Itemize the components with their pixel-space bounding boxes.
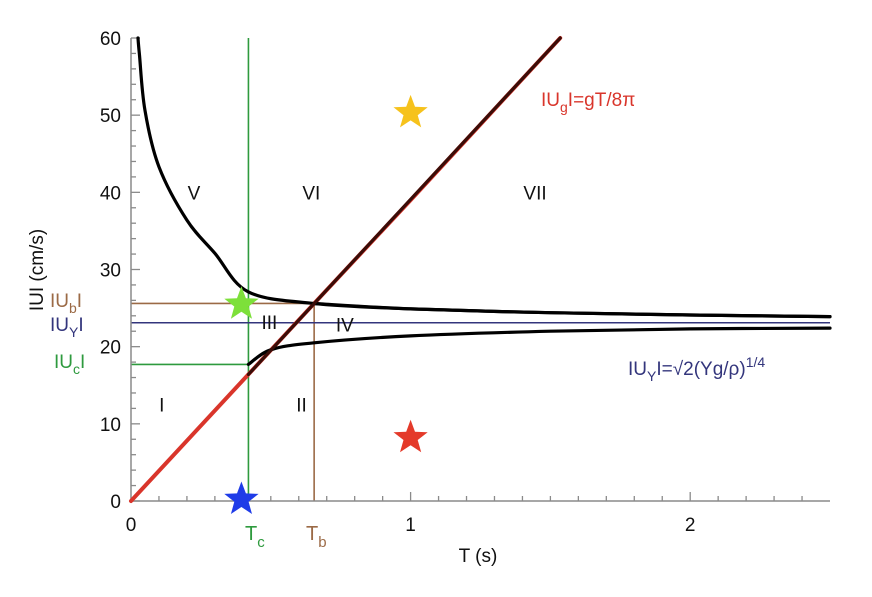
series-line-2 <box>312 301 832 319</box>
markers <box>224 94 428 514</box>
star-marker-3 <box>224 481 259 514</box>
y-tick-label: 20 <box>100 338 121 359</box>
star-marker-1 <box>393 419 428 453</box>
uc-label: IUcI <box>54 352 85 377</box>
y-tick-label: 30 <box>100 261 121 282</box>
uy-formula: IUYI=√2(Yg/ρ)1/4 <box>628 354 765 384</box>
region-label: IV <box>336 315 354 336</box>
region-label: III <box>261 313 277 334</box>
region-label: VI <box>302 183 320 204</box>
y-tick-label: 10 <box>100 415 121 436</box>
star-marker-2 <box>224 286 259 319</box>
series-line-3 <box>246 326 832 366</box>
y-tick-label: 0 <box>110 492 121 513</box>
y-axis-label: IUI (cm/s) <box>27 229 48 311</box>
series-line-0-dark-segment <box>246 36 562 377</box>
region-label: V <box>188 183 201 204</box>
y-tick-label: 60 <box>100 29 121 50</box>
curves <box>129 36 832 503</box>
x-tick-label: 1 <box>405 515 416 536</box>
region-label: VII <box>523 183 546 204</box>
ug-formula: IUgI=gT/8π <box>541 90 635 115</box>
series-line-1 <box>136 36 832 319</box>
region-label: II <box>296 396 307 417</box>
region-label: I <box>159 396 164 417</box>
tb-label: Tb <box>306 523 327 551</box>
star-marker-0 <box>393 94 428 128</box>
x-tick-label: 0 <box>126 515 137 536</box>
ub-label: IUbI <box>50 291 82 316</box>
axes: 0 10 20 30 40 50 60 0 1 2 <box>100 29 830 536</box>
guide-lines <box>131 38 830 501</box>
labels: T (s) IUI (cm/s) IUgI=gT/8π IUYI=√2(Yg/ρ… <box>27 90 765 567</box>
y-tick-label: 50 <box>100 106 121 127</box>
uy-label: IUYI <box>50 315 84 340</box>
tc-label: Tc <box>245 523 265 551</box>
x-axis-label: T (s) <box>459 546 498 567</box>
x-tick-label: 2 <box>685 515 696 536</box>
y-tick-label: 40 <box>100 183 121 204</box>
